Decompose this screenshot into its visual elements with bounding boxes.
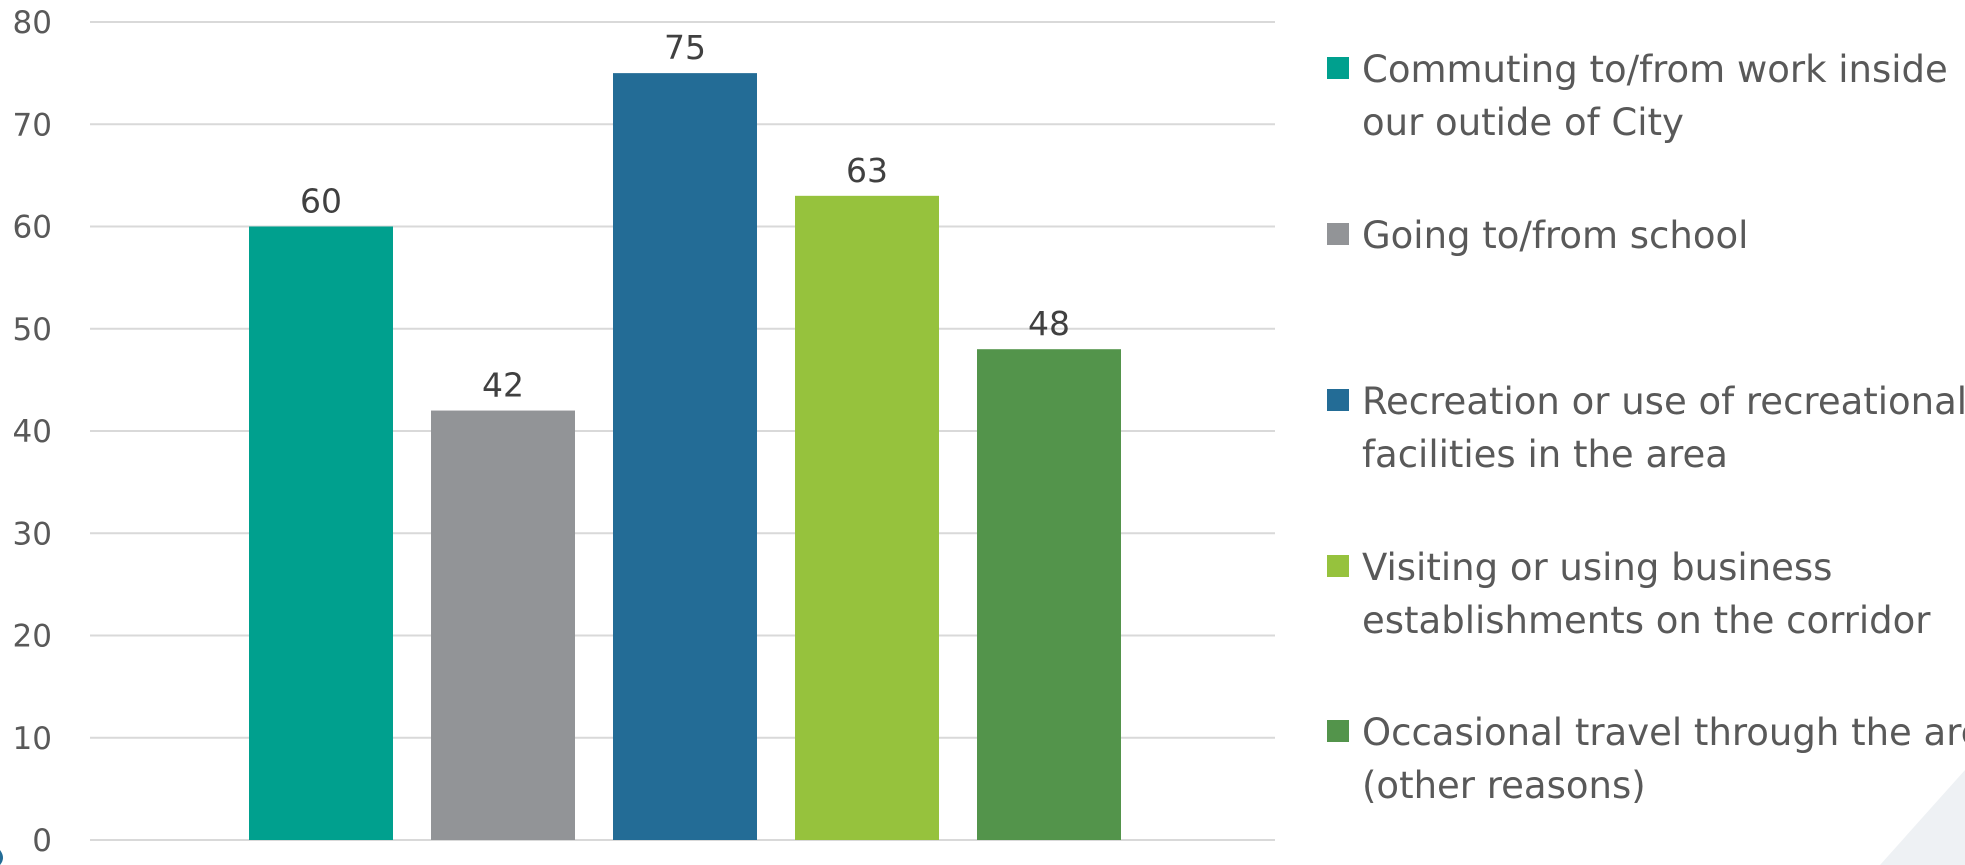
legend-label: facilities in the area bbox=[1362, 433, 1728, 476]
legend-item: Visiting or using business establishments… bbox=[1327, 546, 1931, 642]
y-tick-label: 0 bbox=[32, 823, 52, 859]
bars bbox=[249, 73, 1121, 840]
y-tick-label: 50 bbox=[13, 312, 52, 348]
legend-swatch bbox=[1327, 223, 1349, 245]
legend-item: Commuting to/from work inside our outide … bbox=[1327, 48, 1948, 144]
legend-item: Recreation or use of recreational facilit… bbox=[1327, 380, 1965, 476]
bar-value-label: 48 bbox=[1028, 304, 1070, 343]
bar bbox=[613, 73, 757, 840]
legend-label: establishments on the corridor bbox=[1362, 599, 1931, 642]
y-tick-label: 30 bbox=[13, 516, 52, 552]
bar-value-label: 60 bbox=[300, 182, 342, 221]
legend-label: Recreation or use of recreational bbox=[1362, 380, 1965, 423]
legend-item: Occasional travel through the area (other… bbox=[1327, 711, 1965, 807]
y-tick-label: 60 bbox=[13, 210, 52, 246]
y-tick-label: 10 bbox=[13, 721, 52, 757]
y-tick-label: 80 bbox=[13, 5, 52, 41]
legend-swatch bbox=[1327, 389, 1349, 411]
corner-decoration-arc bbox=[0, 850, 3, 865]
legend-label: Occasional travel through the area bbox=[1362, 711, 1965, 754]
bar-value-labels: 60 42 75 63 48 bbox=[300, 28, 1070, 404]
legend-swatch bbox=[1327, 555, 1349, 577]
bar-value-label: 63 bbox=[846, 151, 888, 190]
legend-label: our outide of City bbox=[1362, 101, 1684, 144]
legend-label: (other reasons) bbox=[1362, 764, 1646, 807]
legend: Commuting to/from work inside our outide … bbox=[1327, 48, 1965, 807]
bar bbox=[795, 195, 939, 840]
bar-value-label: 42 bbox=[482, 366, 524, 405]
bar-value-label: 75 bbox=[664, 28, 706, 67]
y-tick-label: 40 bbox=[13, 414, 52, 450]
legend-label: Going to/from school bbox=[1362, 214, 1748, 257]
legend-label: Visiting or using business bbox=[1362, 546, 1832, 589]
legend-swatch bbox=[1327, 720, 1349, 742]
y-axis-tick-labels: 0 10 20 30 40 50 60 70 80 bbox=[13, 5, 52, 859]
legend-label: Commuting to/from work inside bbox=[1362, 48, 1948, 91]
legend-swatch bbox=[1327, 57, 1349, 79]
corner-decoration-triangle bbox=[1880, 770, 1965, 865]
y-tick-label: 70 bbox=[13, 107, 52, 143]
bar bbox=[431, 410, 575, 840]
bar bbox=[977, 349, 1121, 840]
y-tick-label: 20 bbox=[13, 619, 52, 655]
bar bbox=[249, 226, 393, 840]
legend-item: Going to/from school bbox=[1327, 214, 1748, 257]
